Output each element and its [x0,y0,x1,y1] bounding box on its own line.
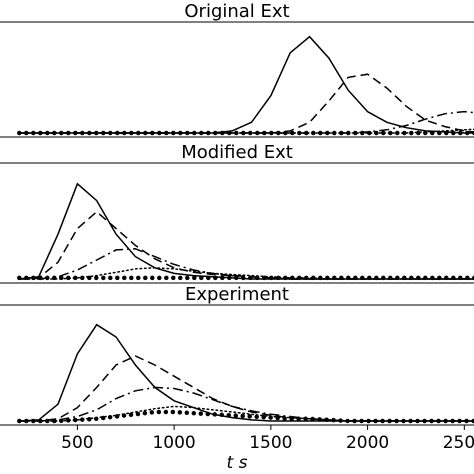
x-axis-label: t s [227,453,248,473]
series-line [18,267,474,280]
panel-title: Modified Ext [181,142,293,163]
axes-frame [0,21,474,138]
series-line [19,386,474,422]
panel-title: Original Ext [184,1,289,22]
title-bg [140,2,334,22]
x-tick-label: 1500 [249,433,292,453]
series-line [19,323,474,422]
series-line [19,355,474,422]
series-line [19,182,474,280]
x-tick-label: 500 [61,433,93,453]
series-line [19,210,474,280]
axes-frame [0,304,474,426]
x-tick-label: 2000 [346,433,389,453]
series-line [19,35,474,134]
series-line [19,248,474,280]
x-tick-label: 1000 [152,433,195,453]
title-bg [140,143,334,163]
series-line [19,110,474,134]
axes-frame [0,162,474,284]
x-tick-label: 2500 [443,433,474,453]
title-bg [140,285,334,305]
panel-title: Experiment [185,284,289,305]
series-line [17,409,474,424]
